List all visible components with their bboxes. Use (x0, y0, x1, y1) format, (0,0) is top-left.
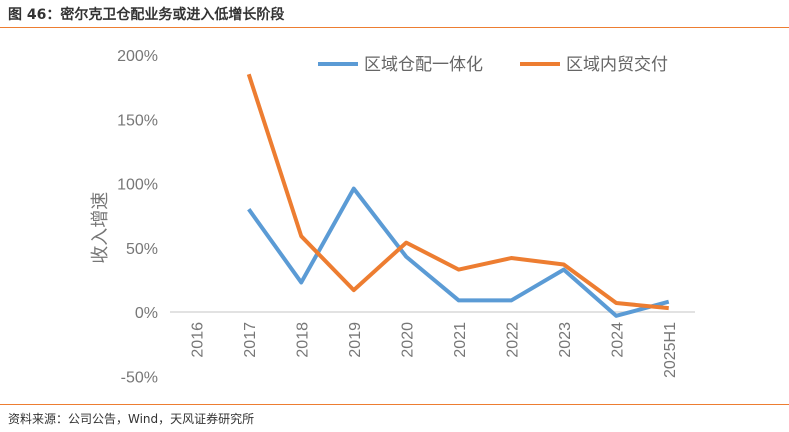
y-tick-label: 150% (117, 112, 158, 129)
x-tick-label: 2025H1 (662, 322, 679, 378)
y-tick-label: 100% (117, 177, 158, 194)
x-tick-label: 2023 (557, 322, 574, 358)
y-axis-label: 收入增速 (90, 192, 110, 264)
figure-title: 图 46：密尔克卫仓配业务或进入低增长阶段 (8, 7, 285, 23)
source-note: 资料来源：公司公告，Wind，天风证券研究所 (8, 412, 255, 426)
source-divider (0, 404, 789, 405)
x-tick-label: 2017 (242, 322, 259, 358)
x-tick-label: 2018 (294, 322, 311, 358)
legend-label: 区域仓配一体化 (364, 55, 483, 74)
x-tick-label: 2020 (399, 322, 416, 358)
x-tick-label: 2021 (452, 322, 469, 358)
x-tick-label: 2019 (347, 322, 364, 358)
series-line-1 (247, 186, 670, 318)
x-tick-label: 2024 (609, 322, 626, 358)
y-tick-label: 50% (126, 241, 158, 258)
y-tick-label: 200% (117, 48, 158, 65)
y-tick-label: 0% (135, 305, 158, 322)
y-tick-label: -50% (121, 369, 158, 386)
legend-label: 区域内贸交付 (566, 55, 668, 74)
x-tick-label: 2016 (189, 322, 206, 358)
series-line-2 (246, 73, 669, 311)
title-divider (0, 27, 789, 28)
x-tick-label: 2022 (504, 322, 521, 358)
